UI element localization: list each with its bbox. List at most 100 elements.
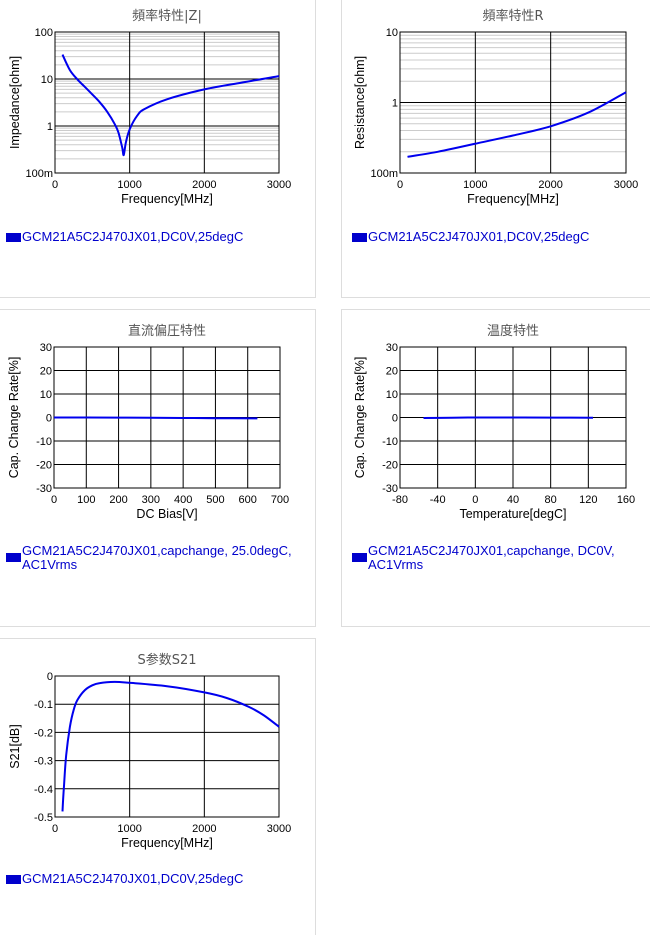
y-tick-label: -30 <box>36 483 52 495</box>
series-line <box>407 91 627 158</box>
chart-panel-resistance: 100m 1 10 0 1000 2000 3000 頻率特性R Frequency[MHz] R… <box>341 0 650 298</box>
x-tick-label: 2000 <box>538 179 562 191</box>
x-tick-label: 2000 <box>192 823 216 835</box>
y-tick-label: 100 <box>35 27 53 39</box>
chart-panel-impedance: 100m 1 10 100 0 1000 2000 3000 頻率特性|Z| Frequency[… <box>0 0 316 298</box>
x-tick-label: 3000 <box>267 179 291 191</box>
plot-frame <box>399 31 627 174</box>
x-tick-label: 1000 <box>117 823 141 835</box>
chart-title: 温度特性 <box>487 323 539 339</box>
y-axis-label: Impedance[ohm] <box>8 56 22 149</box>
x-tick-label: 160 <box>617 494 635 506</box>
x-tick-label: 400 <box>174 494 192 506</box>
chart-title: 頻率特性R <box>482 8 543 24</box>
chart-title: S参数S21 <box>137 652 196 668</box>
x-tick-label: 3000 <box>267 823 291 835</box>
legend-label: GCM21A5C2J470JX01,capchange, 25.0degC, A… <box>22 543 292 572</box>
series-line <box>54 416 258 420</box>
legend-swatch <box>352 553 367 562</box>
series-line <box>61 680 280 812</box>
y-tick-label: 1 <box>47 121 53 133</box>
x-tick-label: 0 <box>472 494 478 506</box>
legend-s21: GCM21A5C2J470JX01,DC0V,25degC <box>6 872 306 886</box>
legend-swatch <box>6 233 21 242</box>
y-tick-label: 10 <box>386 27 398 39</box>
x-tick-label: 3000 <box>614 179 638 191</box>
x-tick-label: 0 <box>397 179 403 191</box>
x-tick-label: 700 <box>271 494 289 506</box>
x-axis-label: Frequency[MHz] <box>467 192 559 206</box>
y-tick-label: 0 <box>392 413 398 425</box>
legend-dc-bias: GCM21A5C2J470JX01,capchange, 25.0degC, A… <box>6 544 306 572</box>
x-tick-label: 120 <box>579 494 597 506</box>
plot-frame <box>399 346 627 489</box>
x-tick-label: 40 <box>507 494 519 506</box>
y-tick-label: 30 <box>40 342 52 354</box>
x-tick-label: 300 <box>142 494 160 506</box>
temperature-chart: -30 -20 -10 0 10 20 30 -80 -40 0 40 80 120 160 温度特性 Tem… <box>353 323 635 521</box>
legend-resistance: GCM21A5C2J470JX01,DC0V,25degC <box>352 230 647 244</box>
legend-label: GCM21A5C2J470JX01,capchange, DC0V, AC1Vr… <box>368 543 615 572</box>
plot-frame <box>54 31 280 174</box>
y-tick-label: -0.1 <box>34 699 53 711</box>
x-tick-label: 80 <box>545 494 557 506</box>
s21-chart: -0.5 -0.4 -0.3 -0.2 -0.1 0 0 1000 2000 3000 S参数S21… <box>8 652 291 850</box>
y-tick-label: -0.5 <box>34 812 53 824</box>
y-tick-label: 100m <box>370 168 398 180</box>
x-tick-label: 1000 <box>117 179 141 191</box>
y-tick-label: -0.3 <box>34 756 53 768</box>
y-tick-label: 0 <box>46 413 52 425</box>
y-tick-label: -20 <box>382 460 398 472</box>
y-tick-label: -0.4 <box>34 784 53 796</box>
y-tick-label: 10 <box>386 389 398 401</box>
legend-swatch <box>6 875 21 884</box>
x-tick-label: 200 <box>109 494 127 506</box>
y-tick-label: 1 <box>392 98 398 110</box>
y-axis-label: Cap. Change Rate[%] <box>353 357 367 479</box>
x-tick-label: -80 <box>392 494 408 506</box>
legend-label: GCM21A5C2J470JX01,DC0V,25degC <box>22 229 244 244</box>
chart-title: 頻率特性|Z| <box>132 8 202 24</box>
x-tick-label: 2000 <box>192 179 216 191</box>
legend-swatch <box>352 233 367 242</box>
chart-panel-s21: -0.5 -0.4 -0.3 -0.2 -0.1 0 0 1000 2000 3000 S参数S21… <box>0 638 316 935</box>
x-axis-label: Frequency[MHz] <box>121 836 213 850</box>
y-axis-label: S21[dB] <box>8 724 22 768</box>
legend-label: GCM21A5C2J470JX01,DC0V,25degC <box>368 229 590 244</box>
y-tick-label: -20 <box>36 460 52 472</box>
x-tick-label: 0 <box>51 494 57 506</box>
x-tick-label: 500 <box>206 494 224 506</box>
y-axis-label: Cap. Change Rate[%] <box>7 357 21 479</box>
x-axis-label: Temperature[degC] <box>459 507 566 521</box>
chart-panel-temperature: -30 -20 -10 0 10 20 30 -80 -40 0 40 80 120 160 温度特性 Tem… <box>341 309 650 627</box>
legend-swatch <box>6 553 21 562</box>
y-tick-label: 10 <box>41 74 53 86</box>
y-tick-label: 20 <box>40 366 52 378</box>
x-axis-label: DC Bias[V] <box>136 507 197 521</box>
legend-label: GCM21A5C2J470JX01,DC0V,25degC <box>22 871 244 886</box>
y-tick-label: 100m <box>25 168 53 180</box>
chart-title: 直流偏圧特性 <box>128 324 206 339</box>
chart-panel-dc-bias: -30 -20 -10 0 10 20 30 0 100 200 300 400 500 600 700 直流… <box>0 309 316 627</box>
y-tick-label: 20 <box>386 366 398 378</box>
x-tick-label: 0 <box>52 179 58 191</box>
series-line <box>61 54 280 157</box>
x-tick-label: 1000 <box>463 179 487 191</box>
y-tick-label: -0.2 <box>34 727 53 739</box>
y-tick-label: -10 <box>382 436 398 448</box>
x-tick-label: 600 <box>239 494 257 506</box>
x-tick-label: 100 <box>77 494 95 506</box>
y-tick-label: -30 <box>382 483 398 495</box>
legend-impedance: GCM21A5C2J470JX01,DC0V,25degC <box>6 230 306 244</box>
plot-frame <box>54 675 280 818</box>
resistance-chart: 100m 1 10 0 1000 2000 3000 頻率特性R Frequency[MHz] R… <box>353 8 638 206</box>
x-axis-label: Frequency[MHz] <box>121 192 213 206</box>
y-axis-label: Resistance[ohm] <box>353 56 367 149</box>
y-tick-label: 0 <box>47 671 53 683</box>
plot-area <box>55 676 279 817</box>
x-tick-label: 0 <box>52 823 58 835</box>
plot-area <box>55 32 279 173</box>
y-tick-label: 10 <box>40 389 52 401</box>
